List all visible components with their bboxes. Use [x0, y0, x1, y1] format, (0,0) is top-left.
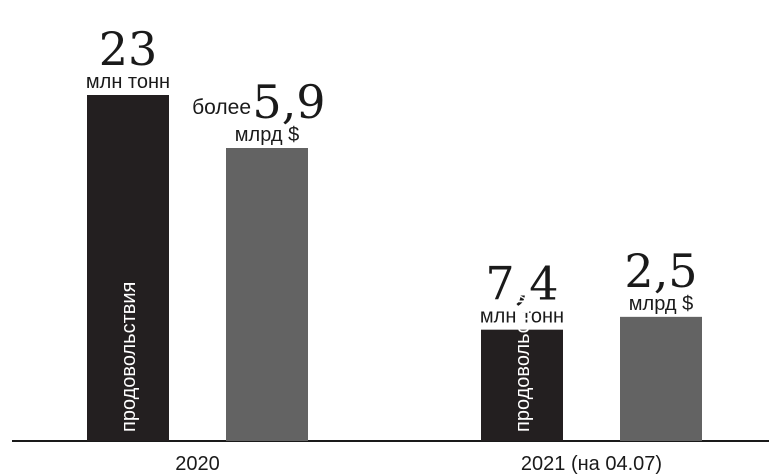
- bar-money-1: [620, 316, 702, 441]
- bar-money-0: [226, 148, 308, 441]
- value-prefix-label: более: [192, 96, 251, 119]
- category-label: 2021 (на 04.07): [521, 453, 662, 474]
- data-label: 23: [99, 22, 158, 76]
- bar-inner-label: продовольствия: [118, 282, 140, 432]
- data-label: 5,9: [252, 75, 325, 129]
- bar-inner-label: продовольствия: [512, 282, 534, 432]
- unit-label: млн тонн: [86, 71, 170, 93]
- unit-label: млрд $: [235, 124, 299, 146]
- category-label: 2020: [175, 453, 220, 474]
- unit-label: млрд $: [629, 293, 693, 315]
- bar-food-0: [87, 95, 169, 441]
- bar-food-1: [481, 329, 563, 441]
- data-label: 2,5: [624, 244, 697, 298]
- unit-label: млн тонн: [480, 306, 564, 328]
- data-label: 7,4: [485, 257, 558, 311]
